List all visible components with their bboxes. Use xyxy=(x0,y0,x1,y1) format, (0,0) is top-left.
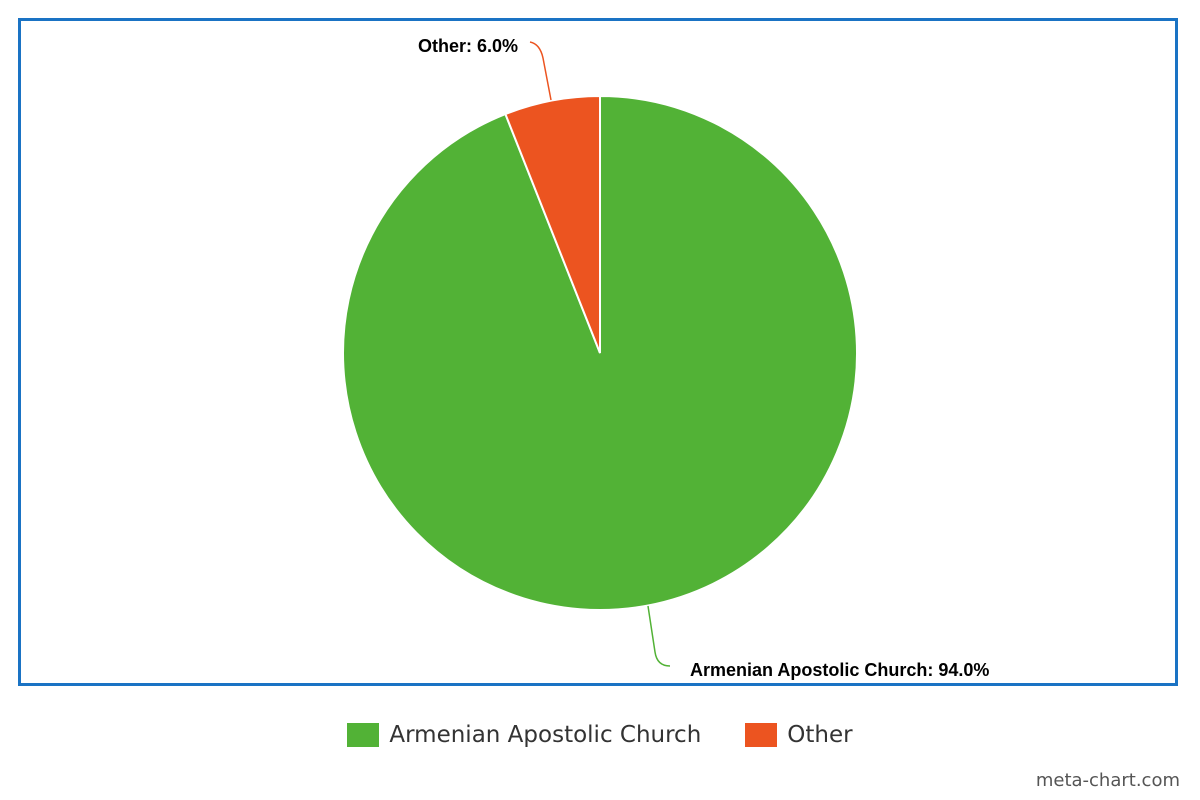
data-label-armenian-apostolic-church: Armenian Apostolic Church: 94.0% xyxy=(690,660,989,680)
legend-item-other[interactable]: Other xyxy=(745,722,853,748)
legend-item-armenian-apostolic-church[interactable]: Armenian Apostolic Church xyxy=(347,722,701,748)
watermark: meta-chart.com xyxy=(1035,770,1180,791)
legend-swatch-armenian-apostolic-church xyxy=(347,723,380,747)
legend: Armenian Apostolic Church Other xyxy=(0,722,1200,748)
connector-line-armenian-apostolic-church xyxy=(647,605,671,667)
legend-swatch-other xyxy=(745,723,778,747)
data-label-other: Other: 6.0% xyxy=(418,36,518,56)
pie-slice-other[interactable] xyxy=(504,94,601,354)
connector-line-other xyxy=(529,41,552,101)
legend-label-armenian-apostolic-church: Armenian Apostolic Church xyxy=(389,722,702,748)
legend-label-other: Other xyxy=(787,722,853,748)
